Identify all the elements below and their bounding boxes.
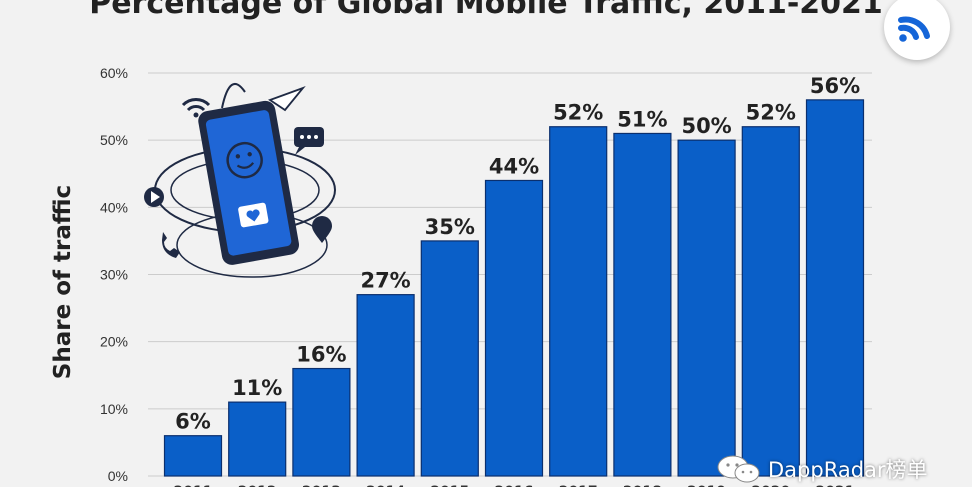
x-tick-label: 2016 [495,484,534,487]
x-tick-label: 2020 [751,484,790,487]
data-label: 56% [810,74,860,98]
x-tick-label: 2021 [816,484,855,487]
bar [484,179,544,477]
x-tick-label: 2014 [366,484,405,487]
y-tick-label: 20% [100,334,128,350]
x-tick-label: 2015 [430,484,469,487]
y-tick-label: 30% [100,267,128,283]
x-tick-label: 2017 [559,484,598,487]
play-icon [144,187,164,207]
smartphone-illustration [144,82,336,278]
y-tick-label: 50% [100,132,128,148]
x-tick-label: 2018 [623,484,662,487]
paper-plane-icon [268,86,306,112]
y-tick-label: 40% [100,199,128,215]
x-tick-label: 2011 [174,484,213,487]
y-tick-label: 0% [108,468,128,484]
data-label: 52% [553,101,603,125]
data-label: 51% [617,107,667,131]
bar [741,126,800,477]
bar [420,240,479,477]
data-label: 44% [489,154,539,178]
y-tick-label: 60% [100,65,128,81]
watermark-text: DappRadar榜单 [768,458,928,482]
x-tick-label: 2013 [302,484,341,487]
y-axis-label: Share of traffic [50,185,76,379]
x-tick-label: 2012 [238,484,277,487]
x-axis-ticks: 2011 2012 2013 2014 2015 2016 2017 2018 2019 2020… [174,484,855,487]
data-label: 11% [232,376,282,400]
bar [356,294,415,477]
bar [805,99,865,477]
chat-bubble-icon [294,127,324,155]
bar [549,126,608,477]
chart-title: Percentage of Global Mobile Traffic, 201… [89,0,883,21]
y-axis-ticks: 0% 10% 20% 30% 40% 50% 60% [100,65,128,484]
data-labels: 6% 11% 16% 27% 35% 44% 52% 51% 50% 52% 56% [175,74,860,434]
x-tick-label: 2019 [687,484,726,487]
map-pin-icon [312,216,332,243]
data-label: 6% [175,410,211,434]
data-label: 35% [425,215,475,239]
y-tick-label: 10% [100,401,128,417]
bar [677,139,736,477]
logo-badge [884,0,950,60]
bar [163,435,223,477]
bar [292,367,351,477]
wifi-icon [181,98,211,118]
watermark: DappRadar榜单 [716,452,928,486]
data-label: 50% [681,114,731,138]
wifi-signal-icon [898,16,930,42]
bars [163,99,865,477]
bar [228,401,287,477]
phone-call-icon [162,232,180,258]
bar [613,132,672,477]
wechat-icon [717,455,760,483]
data-label: 52% [746,101,796,125]
data-label: 27% [360,269,410,293]
data-label: 16% [296,343,346,367]
